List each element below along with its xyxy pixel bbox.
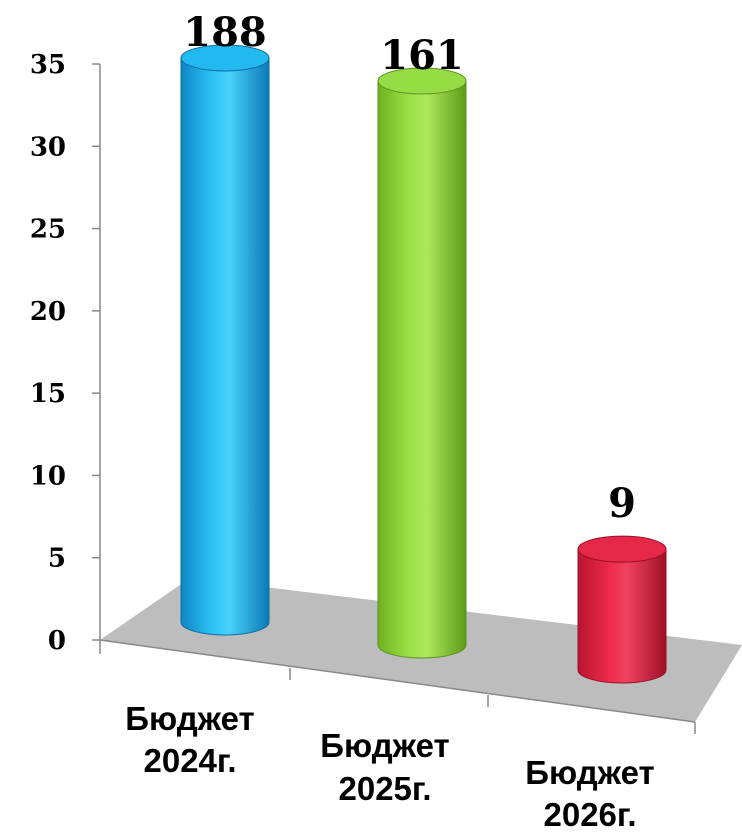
bar-value-label: 161 xyxy=(380,32,464,79)
category-label: Бюджет xyxy=(125,700,254,737)
bars-group xyxy=(180,44,667,684)
bar-top-cap xyxy=(377,67,467,95)
y-tick-label: 30 xyxy=(30,132,66,162)
y-tick-label: 15 xyxy=(30,379,66,409)
category-label: 2025г. xyxy=(338,770,431,807)
bar-top-cap xyxy=(180,44,270,72)
y-tick-label: 25 xyxy=(30,215,66,245)
y-tick-label: 20 xyxy=(30,297,66,327)
bar-body xyxy=(377,80,467,659)
bar xyxy=(180,44,270,636)
y-tick-label: 5 xyxy=(48,544,66,574)
bar-top-cap xyxy=(577,535,667,563)
y-axis-ticks: 35 30 25 20 15 10 5 0 xyxy=(30,50,696,734)
category-label: Бюджет xyxy=(320,727,449,764)
y-tick-label: 0 xyxy=(48,626,66,656)
bar-body xyxy=(180,57,270,636)
x-axis-line xyxy=(99,639,696,723)
category-label: Бюджет xyxy=(525,754,654,791)
category-label: 2024г. xyxy=(143,742,236,779)
bar-value-label: 188 xyxy=(183,9,267,56)
bar-value-label: 9 xyxy=(608,480,636,527)
value-labels-group: 188 161 9 xyxy=(183,9,636,527)
category-label: 2026г. xyxy=(543,796,636,833)
category-labels-group: Бюджет 2024г. Бюджет 2025г. Бюджет 2026г. xyxy=(125,700,654,833)
bar xyxy=(577,535,667,684)
bar xyxy=(377,67,467,659)
y-tick-label: 10 xyxy=(30,461,66,491)
bar-body xyxy=(577,548,667,684)
y-tick-label: 35 xyxy=(30,50,66,80)
